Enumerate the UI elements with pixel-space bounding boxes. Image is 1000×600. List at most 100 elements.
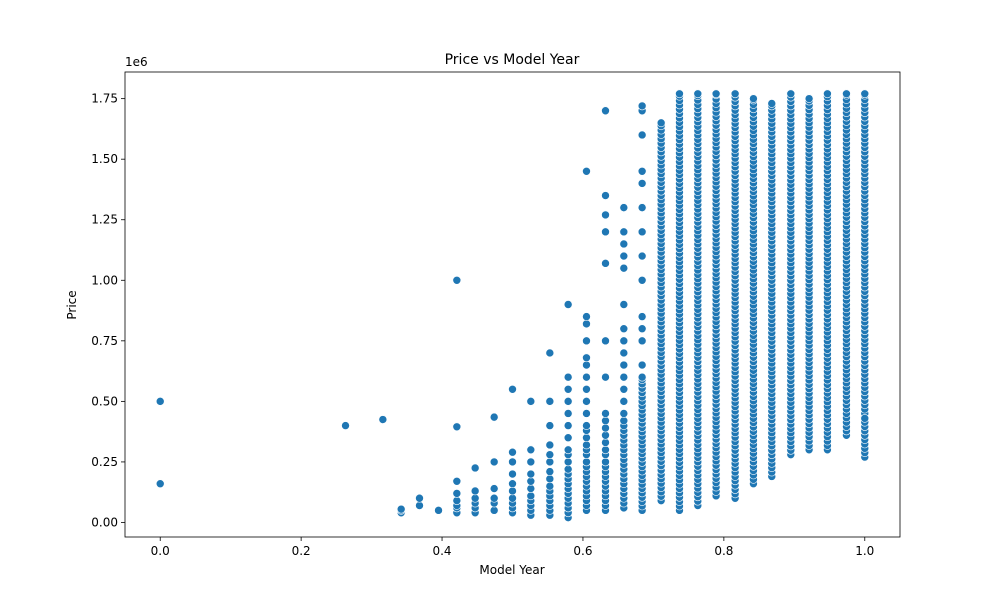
data-point [489,484,499,493]
data-point [526,397,536,406]
data-point [582,360,591,370]
data-point [545,348,555,358]
data-point [545,397,555,406]
data-point [637,130,647,140]
data-point [563,433,573,443]
data-point [545,457,555,467]
data-point [619,203,629,212]
data-point [545,474,555,484]
data-point [637,227,647,237]
data-point [508,486,517,496]
data-point [675,89,684,99]
data-point [619,336,629,346]
data-point [749,94,758,103]
data-point [860,414,870,423]
data-points [155,89,870,522]
data-point [563,300,573,309]
data-point [582,397,591,406]
y-tick-label: 0.00 [91,515,118,529]
data-point [582,167,591,176]
data-point [582,353,591,363]
data-point [545,440,555,450]
data-point [452,422,462,432]
data-point [526,484,536,493]
data-point [619,360,629,370]
data-point [582,319,591,329]
data-point [601,416,610,426]
data-point [619,251,629,261]
data-point [601,423,610,433]
data-point [619,227,629,237]
data-point [582,409,591,418]
data-point [637,101,647,111]
data-point [545,421,555,430]
data-point [601,336,610,346]
x-tick-label: 0.8 [714,544,733,558]
data-point [489,506,499,515]
data-point [563,384,573,394]
data-point [601,409,610,418]
plot-frame [124,71,901,538]
x-tick-label: 0.0 [151,544,170,558]
data-point [619,397,629,406]
data-point [601,191,610,200]
y-tick-label: 1.50 [91,152,118,166]
data-point [452,275,462,285]
data-point [582,372,591,382]
data-point [637,324,647,334]
data-point [452,496,462,505]
data-point [619,239,629,249]
data-point [526,491,536,501]
data-point [563,409,573,418]
data-point [526,457,536,467]
data-point [637,372,647,382]
x-tick-label: 0.6 [573,544,592,558]
data-point [637,203,647,212]
data-point [341,421,350,430]
data-point [155,397,165,406]
data-point [545,450,555,459]
y-tick-label: 1.00 [91,273,118,287]
data-point [434,506,443,515]
data-point [470,463,480,473]
data-point [619,324,629,334]
data-point [415,493,424,503]
data-point [693,89,703,99]
data-point [396,504,406,514]
data-point [860,89,870,99]
data-point [508,457,517,467]
x-axis: 0.0 0.2 0.4 0.6 0.8 1.0 [151,537,874,558]
data-point [415,501,424,510]
data-point [470,486,480,496]
data-point [637,275,647,285]
data-point [601,259,610,268]
data-point [582,384,591,394]
data-point [545,481,555,491]
data-point [804,94,814,103]
data-point [470,493,480,503]
data-point [508,493,517,503]
data-point [619,300,629,309]
data-point [582,433,591,443]
data-point [711,89,721,99]
data-point [563,445,573,455]
data-point [637,179,647,188]
data-point [730,89,740,99]
data-point [563,372,573,382]
y-tick-label: 1.75 [91,92,118,106]
x-axis-label: Model Year [479,563,544,577]
data-point [601,210,610,220]
data-point [452,476,462,486]
data-point [526,469,536,479]
data-point [601,227,610,237]
data-point [526,476,536,486]
data-point [526,445,536,455]
data-point [637,167,647,176]
data-point [637,251,647,261]
data-point [563,397,573,406]
x-tick-label: 0.2 [292,544,311,558]
data-point [842,89,851,99]
